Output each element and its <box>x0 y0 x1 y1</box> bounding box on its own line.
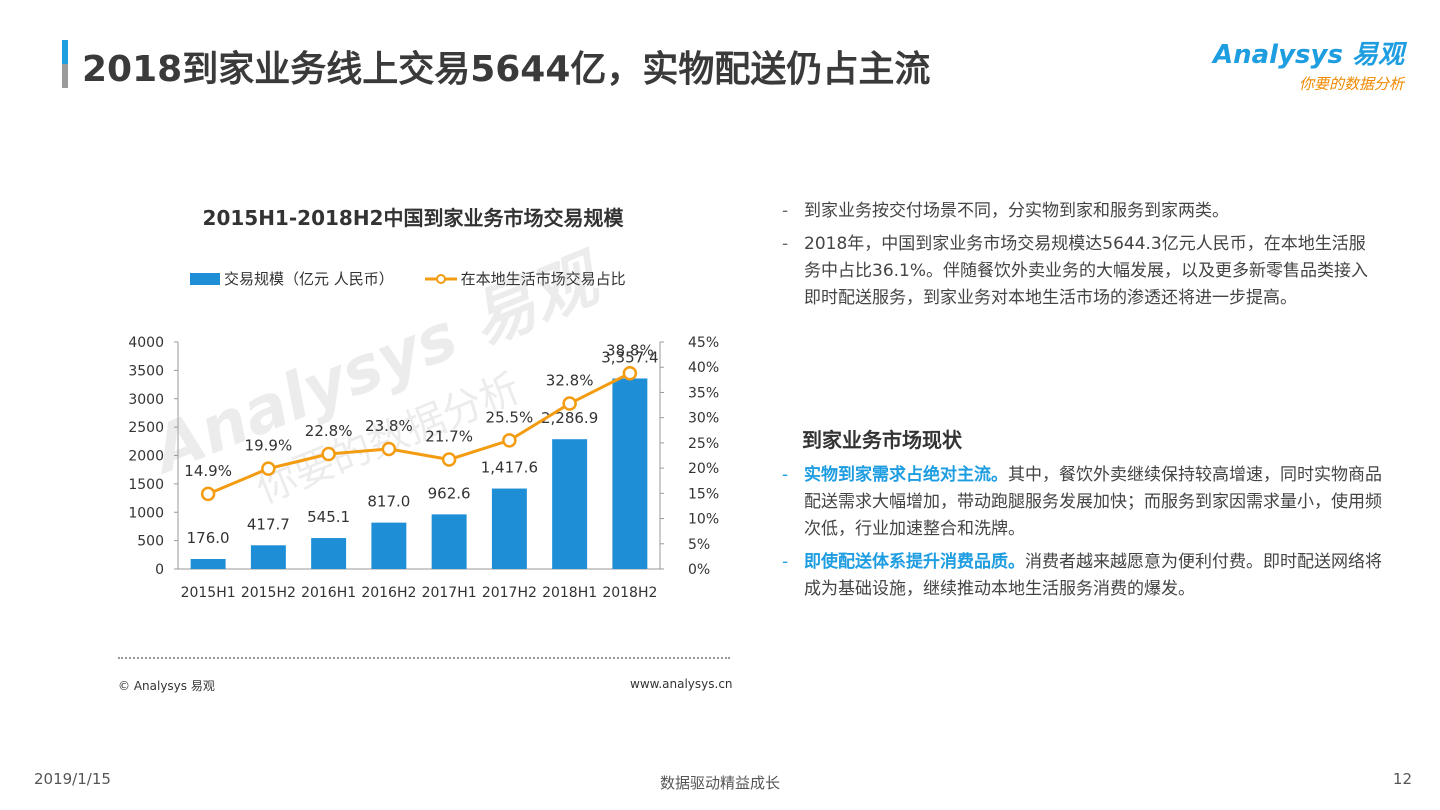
legend-bar-swatch <box>190 272 220 285</box>
x-tick-label: 2018H1 <box>542 585 597 601</box>
x-tick-label: 2017H1 <box>422 585 477 601</box>
status-point: - 即使配送体系提升消费品质。消费者越来越愿意为便利付费。即时配送网络将成为基础… <box>782 549 1382 603</box>
bar-2016H1 <box>311 538 347 569</box>
status-point: - 实物到家需求占绝对主流。其中，餐饮外卖继续保持较高增速，同时实物商品配送需求… <box>782 462 1382 543</box>
bullet-dash: - <box>782 234 789 254</box>
y-right-tick-label: 25% <box>688 436 719 452</box>
logo-sub: 你要的数据分析 <box>1298 75 1404 93</box>
bar-2016H2 <box>371 522 407 569</box>
bullet-dash: - <box>782 465 789 485</box>
share-point-2018H1 <box>562 396 577 411</box>
y-right-tick-label: 15% <box>688 486 719 502</box>
summary-bullet: - 到家业务按交付场景不同，分实物到家和服务到家两类。 <box>782 198 1382 225</box>
bar-2018H2 <box>612 378 648 569</box>
point-text: 消费者越来越愿意为便利付费。即时配送网络将成为基础设施，继续推动本地生活服务消费… <box>804 552 1382 599</box>
bar-2015H1 <box>190 559 226 569</box>
bar-2015H2 <box>250 545 286 569</box>
chart-title: 2015H1-2018H2中国到家业务市场交易规模 <box>202 206 624 230</box>
share-value-label: 19.9% <box>245 437 293 455</box>
logo-main: Analysys 易观 <box>1213 40 1404 70</box>
x-tick-label: 2015H1 <box>181 585 236 601</box>
legend-line-swatch <box>424 273 457 284</box>
bar-value-label: 545.1 <box>307 508 350 526</box>
y-right-tick-label: 0% <box>688 562 710 578</box>
y-right-tick-label: 10% <box>688 512 719 528</box>
y-right-tick-label: 35% <box>688 385 719 401</box>
y-left-tick-label: 4000 <box>128 335 164 351</box>
share-point-2016H2 <box>381 441 397 457</box>
bullet-text: 到家业务按交付场景不同，分实物到家和服务到家两类。 <box>804 201 1229 221</box>
x-tick-label: 2017H2 <box>482 585 537 601</box>
share-point-2015H2 <box>261 461 276 476</box>
y-right-tick-label: 5% <box>688 537 710 553</box>
y-left-tick-label: 2500 <box>128 420 164 436</box>
bullet-dash: - <box>782 201 789 221</box>
legend-bar-label: 交易规模（亿元 人民币） <box>224 270 394 288</box>
y-right-tick-label: 40% <box>688 360 719 376</box>
y-left-tick-label: 3500 <box>128 363 164 379</box>
y-left-tick-label: 1000 <box>128 505 164 521</box>
bar-value-label: 2,286.9 <box>541 409 598 427</box>
bar-value-label: 1,417.6 <box>481 459 538 477</box>
footer-date: 2019/1/15 <box>34 770 111 788</box>
point-text: 其中，餐饮外卖继续保持较高增速，同时实物商品配送需求大幅增加，带动跑腿服务发展加… <box>804 465 1382 539</box>
y-left-tick-label: 1500 <box>128 477 164 493</box>
share-point-2015H1 <box>200 486 216 502</box>
bar-value-label: 962.6 <box>428 484 471 502</box>
point-highlight: 即使配送体系提升消费品质。 <box>804 552 1025 572</box>
bar-value-label: 176.0 <box>187 529 230 547</box>
footer-slogan: 数据驱动精益成长 <box>659 774 780 792</box>
source-url: www.analysys.cn <box>630 677 733 691</box>
bullet-text: 2018年，中国到家业务市场交易规模达5644.3亿元人民币，在本地生活服务中占… <box>804 234 1369 308</box>
source-copyright: © Analysys 易观 <box>118 679 215 693</box>
share-line <box>207 371 631 496</box>
page-title: 2018到家业务线上交易5644亿，实物配送仍占主流 <box>82 49 931 90</box>
source-divider <box>118 657 730 659</box>
y-right-tick-label: 45% <box>688 335 719 351</box>
share-value-label: 32.8% <box>546 372 594 390</box>
brand-logo: Analysys 易观 你要的数据分析 <box>1213 34 1404 94</box>
y-left-tick-label: 500 <box>137 534 164 550</box>
x-tick-label: 2018H2 <box>602 585 657 601</box>
section-title: 到家业务市场现状 <box>802 428 962 452</box>
point-highlight: 实物到家需求占绝对主流。 <box>804 465 1008 485</box>
summary-bullets: - 到家业务按交付场景不同，分实物到家和服务到家两类。 - 2018年，中国到家… <box>782 198 1382 318</box>
share-point-2017H2 <box>502 433 517 448</box>
y-right-tick-label: 30% <box>688 411 719 427</box>
bar-value-label: 3,357.4 <box>601 348 658 366</box>
combo-chart: 0 500 1000 1500 2000 2500 3000 3500 4000 0% 5% 10% 1… <box>128 335 719 601</box>
y-left-tick-label: 3000 <box>128 392 164 408</box>
share-value-label: 14.9% <box>184 462 232 480</box>
share-value-label: 23.8% <box>365 417 413 435</box>
share-point-2016H1 <box>321 446 336 462</box>
y-left-tick-label: 0 <box>155 562 164 578</box>
page-number: 12 <box>1392 770 1412 788</box>
bar-value-label: 417.7 <box>247 515 290 533</box>
chart-legend: 交易规模（亿元 人民币） 在本地生活市场交易占比 <box>190 268 626 289</box>
share-value-label: 25.5% <box>486 408 534 426</box>
status-points: - 实物到家需求占绝对主流。其中，餐饮外卖继续保持较高增速，同时实物商品配送需求… <box>782 462 1382 609</box>
x-tick-label: 2015H2 <box>241 585 296 601</box>
y-left-tick-label: 2000 <box>128 449 164 465</box>
bar-2017H2 <box>491 488 527 569</box>
title-accent-bar-grey <box>62 64 68 88</box>
bar-2018H1 <box>552 439 588 569</box>
bullet-dash: - <box>782 552 789 572</box>
bar-value-label: 817.0 <box>367 493 410 511</box>
y-right-tick-label: 20% <box>688 461 719 477</box>
share-value-label: 38.8% <box>606 341 654 359</box>
bar-2017H1 <box>431 514 467 569</box>
share-point-2017H1 <box>441 452 457 467</box>
share-value-label: 21.7% <box>425 428 473 446</box>
x-tick-label: 2016H2 <box>361 585 416 601</box>
share-value-label: 22.8% <box>305 422 353 440</box>
x-tick-label: 2016H1 <box>301 585 356 601</box>
summary-bullet: - 2018年，中国到家业务市场交易规模达5644.3亿元人民币，在本地生活服务… <box>782 231 1382 312</box>
share-point-2018H2 <box>622 366 638 381</box>
legend-line-label: 在本地生活市场交易占比 <box>460 270 626 288</box>
